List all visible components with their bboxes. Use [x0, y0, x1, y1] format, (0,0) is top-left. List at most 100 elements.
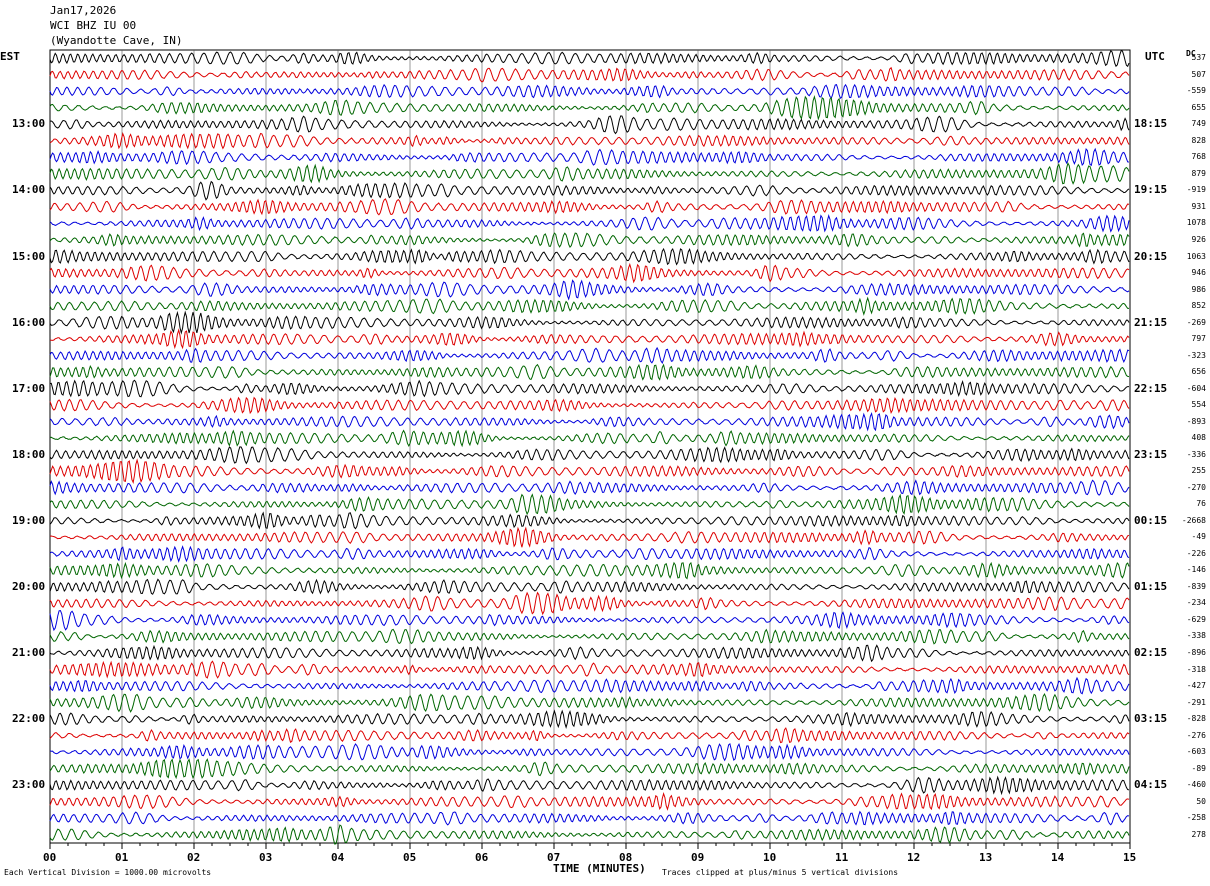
left-hour-label: 13:00	[12, 117, 46, 131]
x-axis-title: TIME (MINUTES)	[553, 862, 646, 875]
trace-line-24	[49, 429, 1130, 448]
header-station: WCI BHZ IU 00	[50, 19, 137, 32]
trace-line-8	[49, 161, 1130, 185]
dc-offset-label: -559	[1186, 86, 1206, 96]
trace-line-32	[49, 561, 1130, 580]
trace-line-39	[49, 676, 1130, 695]
trace-line-16	[49, 296, 1129, 316]
trace-line-2	[49, 66, 1130, 83]
trace-line-28	[49, 493, 1130, 516]
left-hour-label: 14:00	[12, 183, 46, 197]
left-hour-label: 22:00	[12, 712, 46, 726]
x-tick-label: 02	[187, 851, 201, 864]
dc-offset-label: -318	[1186, 664, 1206, 674]
trace-line-20	[49, 363, 1130, 381]
trace-line-43	[49, 742, 1130, 762]
dc-offset-label: 278	[1191, 829, 1206, 839]
x-tick-label: 00	[43, 851, 57, 864]
dc-offset-label: -336	[1186, 449, 1206, 459]
dc-offset-label: 946	[1191, 268, 1206, 278]
dc-offset-label: -226	[1186, 548, 1206, 558]
dc-offset-label: 50	[1196, 796, 1206, 806]
x-tick-label: 06	[475, 851, 489, 864]
x-tick-label: 15	[1123, 851, 1137, 864]
dc-offset-label: -276	[1186, 730, 1206, 740]
x-tick-label: 14	[1051, 851, 1065, 864]
trace-line-3	[49, 83, 1130, 100]
trace-line-42	[49, 727, 1130, 744]
right-hour-label: 01:15	[1134, 579, 1168, 593]
dc-offset-label: 852	[1191, 301, 1206, 311]
trace-line-36	[49, 628, 1130, 645]
dc-offset-label: 655	[1191, 102, 1206, 112]
dc-offset-label: 986	[1191, 284, 1206, 294]
right-hour-label: 00:15	[1134, 513, 1168, 527]
x-tick-label: 10	[763, 851, 777, 864]
trace-line-45	[49, 775, 1130, 796]
trace-line-1	[49, 49, 1130, 68]
trace-line-47	[49, 810, 1130, 826]
dc-offset-label: -460	[1186, 780, 1206, 790]
dc-offset-label: -603	[1186, 747, 1206, 757]
right-hour-label: 18:15	[1134, 117, 1168, 131]
trace-line-5	[49, 115, 1130, 135]
trace-line-10	[49, 198, 1130, 216]
dc-offset-label: -291	[1186, 697, 1206, 707]
dc-label: DC	[1186, 49, 1196, 58]
trace-line-19	[49, 346, 1130, 364]
scale-note: Each Vertical Division = 1000.00 microvo…	[4, 868, 212, 877]
x-tick-label: 07	[547, 851, 561, 864]
dc-offset-label: -323	[1186, 350, 1206, 360]
dc-offset-label: 926	[1191, 234, 1206, 244]
right-hour-label: 03:15	[1134, 712, 1168, 726]
trace-line-14	[49, 262, 1130, 284]
dc-offset-label: 1078	[1186, 218, 1206, 228]
left-hour-label: 15:00	[12, 249, 46, 263]
trace-line-6	[49, 132, 1130, 150]
x-tick-label: 04	[331, 851, 345, 864]
left-hour-label: 17:00	[12, 381, 46, 395]
trace-line-44	[49, 758, 1130, 780]
dc-offset-label: 797	[1191, 334, 1206, 344]
left-hour-label: 16:00	[12, 315, 46, 329]
trace-line-30	[49, 526, 1130, 548]
dc-offset-label: -896	[1186, 648, 1206, 657]
dc-offset-label: -919	[1186, 185, 1206, 195]
trace-line-11	[49, 213, 1130, 233]
x-tick-label: 03	[259, 851, 273, 864]
dc-offset-label: -893	[1186, 416, 1206, 426]
dc-offset-label: -146	[1186, 565, 1206, 575]
trace-line-23	[49, 412, 1130, 432]
trace-line-37	[49, 644, 1130, 663]
dc-offset-label: -270	[1186, 482, 1206, 492]
trace-line-22	[49, 396, 1130, 415]
dc-offset-label: -427	[1186, 681, 1206, 691]
trace-line-40	[49, 693, 1130, 713]
dc-offset-label: -269	[1186, 317, 1206, 327]
trace-line-35	[49, 610, 1130, 632]
dc-offset-label: 408	[1191, 433, 1206, 443]
dc-offset-label: -828	[1186, 714, 1206, 724]
clip-note: Traces clipped at plus/minus 5 vertical …	[662, 868, 899, 877]
trace-line-38	[49, 660, 1130, 679]
trace-line-17	[49, 310, 1130, 335]
dc-offset-label: 656	[1191, 367, 1206, 377]
dc-offset-label: 554	[1191, 400, 1206, 410]
right-hour-label: 21:15	[1134, 315, 1168, 329]
dc-offset-label: -258	[1186, 813, 1206, 823]
dc-offset-label: -839	[1186, 581, 1206, 591]
trace-line-13	[49, 247, 1130, 266]
x-tick-label: 08	[619, 851, 633, 864]
trace-line-46	[49, 791, 1130, 811]
dc-offset-label: 749	[1191, 119, 1206, 129]
left-hour-label: 18:00	[12, 447, 46, 461]
trace-line-34	[49, 591, 1130, 616]
trace-line-31	[49, 545, 1130, 563]
dc-offset-label: 768	[1191, 152, 1206, 162]
dc-offset-label: 507	[1191, 69, 1206, 79]
trace-line-4	[49, 94, 1130, 121]
trace-line-12	[49, 232, 1130, 249]
dc-offset-label: -629	[1186, 614, 1206, 624]
trace-line-27	[49, 479, 1130, 496]
